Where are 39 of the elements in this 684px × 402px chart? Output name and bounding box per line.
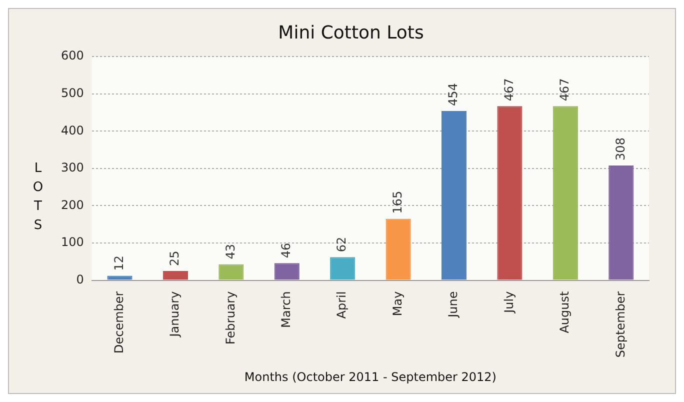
x-tick-label: August xyxy=(558,290,572,334)
bar xyxy=(441,111,467,280)
x-tick-label: May xyxy=(390,291,404,316)
y-tick-label: 100 xyxy=(61,235,84,250)
data-label: 62 xyxy=(334,236,349,252)
x-tick-label: April xyxy=(334,291,349,319)
x-tick-label: September xyxy=(613,291,628,358)
bar xyxy=(552,106,578,280)
data-label: 454 xyxy=(446,83,460,106)
chart-title: Mini Cotton Lots xyxy=(278,22,424,44)
y-tick-label: 300 xyxy=(61,160,84,175)
y-tick-label: 400 xyxy=(61,123,84,138)
data-label: 25 xyxy=(168,250,182,266)
y-tick-label: 500 xyxy=(61,86,84,100)
x-tick-label: February xyxy=(223,291,238,344)
bar xyxy=(330,257,356,280)
x-tick-label: December xyxy=(112,291,126,354)
y-tick-label: 200 xyxy=(61,198,84,212)
x-tick-label: July xyxy=(502,291,516,314)
bar xyxy=(497,106,522,280)
y-tick-label: 0 xyxy=(76,272,84,286)
data-label: 165 xyxy=(390,190,404,214)
bar xyxy=(608,165,634,280)
x-axis-title: Months (October 2011 - September 2012) xyxy=(244,370,496,384)
data-label: 46 xyxy=(279,242,294,258)
data-label: 308 xyxy=(613,138,628,160)
data-label: 467 xyxy=(502,78,516,102)
data-label: 12 xyxy=(112,256,126,271)
data-label: 43 xyxy=(223,244,238,260)
x-tick-label: January xyxy=(168,291,182,338)
bar xyxy=(274,263,300,280)
x-tick-label: June xyxy=(446,291,460,318)
bar xyxy=(386,218,411,280)
y-axis-title: LOTS xyxy=(32,160,44,235)
bar xyxy=(218,264,244,280)
x-tick-label: March xyxy=(279,291,294,328)
data-label: 467 xyxy=(558,78,572,102)
bar xyxy=(162,270,188,280)
y-tick-label: 600 xyxy=(61,48,84,63)
